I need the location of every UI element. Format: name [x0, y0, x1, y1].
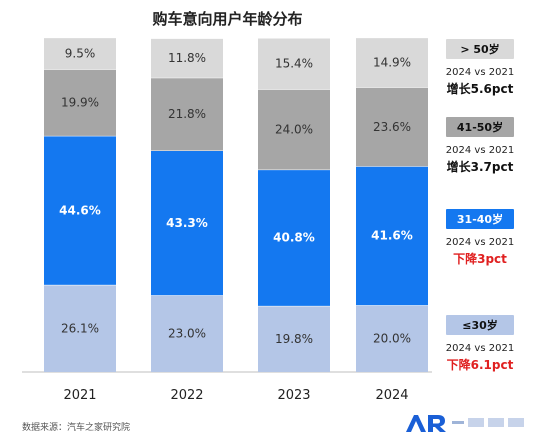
bar-segment [151, 77, 223, 151]
data-label: 44.6% [59, 203, 101, 217]
bar-segment [44, 284, 116, 372]
legend-delta: 下降6.1pct [446, 358, 514, 372]
legend-delta: 增长3.7pct [446, 160, 514, 174]
bar-segment [356, 87, 428, 167]
data-label: 21.8% [168, 107, 206, 121]
data-label: 40.8% [273, 231, 315, 245]
legend-badge: > 50岁 [446, 39, 514, 59]
bar-segment [151, 38, 223, 78]
legend-delta: 增长5.6pct [446, 82, 514, 96]
bar-segment [151, 295, 223, 372]
ar-logo-icon [406, 415, 524, 432]
x-tick-label: 2024 [375, 388, 408, 403]
bar-segment [356, 166, 428, 306]
bar-segment [258, 38, 330, 90]
data-label: 23.6% [373, 120, 411, 134]
data-label: 9.5% [65, 47, 96, 61]
data-label: 26.1% [61, 321, 99, 335]
bar-segment [356, 37, 428, 88]
legend-item-41-50: 41-50岁 2024 vs 2021 增长3.7pct [420, 116, 540, 175]
data-label: 19.8% [275, 332, 313, 346]
chart-title: 购车意向用户年龄分布 [152, 10, 303, 28]
legend-item-31-40: 31-40岁 2024 vs 2021 下降3pct [420, 208, 540, 267]
data-label: 43.3% [166, 216, 208, 230]
legend-badge: 41-50岁 [446, 117, 514, 137]
bar-segment [258, 169, 330, 306]
bar-segment [44, 37, 116, 70]
legend-badge: 31-40岁 [446, 209, 514, 229]
data-source: 数据来源：汽车之家研究院 [22, 423, 131, 433]
x-tick-label: 2023 [277, 388, 310, 403]
bar-segment [44, 69, 116, 136]
legend-comparison: 2024 vs 2021 [445, 237, 515, 248]
data-label: 19.9% [61, 96, 99, 110]
legend-comparison: 2024 vs 2021 [445, 67, 515, 78]
bar-segment [258, 89, 330, 170]
data-label: 20.0% [373, 332, 411, 346]
bar-segment [356, 305, 428, 372]
legend-comparison: 2024 vs 2021 [445, 145, 515, 156]
legend-comparison: 2024 vs 2021 [445, 343, 515, 354]
legend-item-under-30: ≤30岁 2024 vs 2021 下降6.1pct [420, 314, 540, 373]
data-label: 24.0% [275, 123, 313, 137]
x-tick-label: 2022 [170, 388, 203, 403]
bar-segment [151, 150, 223, 296]
data-label: 41.6% [371, 229, 413, 243]
bar-segment [44, 135, 116, 285]
legend-item-over-50: > 50岁 2024 vs 2021 增长5.6pct [420, 38, 540, 97]
x-tick-label: 2021 [63, 388, 96, 403]
legend-delta: 下降3pct [453, 252, 507, 266]
data-label: 23.0% [168, 327, 206, 341]
legend-badge: ≤30岁 [446, 315, 514, 335]
data-label: 14.9% [373, 56, 411, 70]
data-label: 15.4% [275, 57, 313, 71]
bar-segment [258, 305, 330, 372]
data-label: 11.8% [168, 51, 206, 65]
